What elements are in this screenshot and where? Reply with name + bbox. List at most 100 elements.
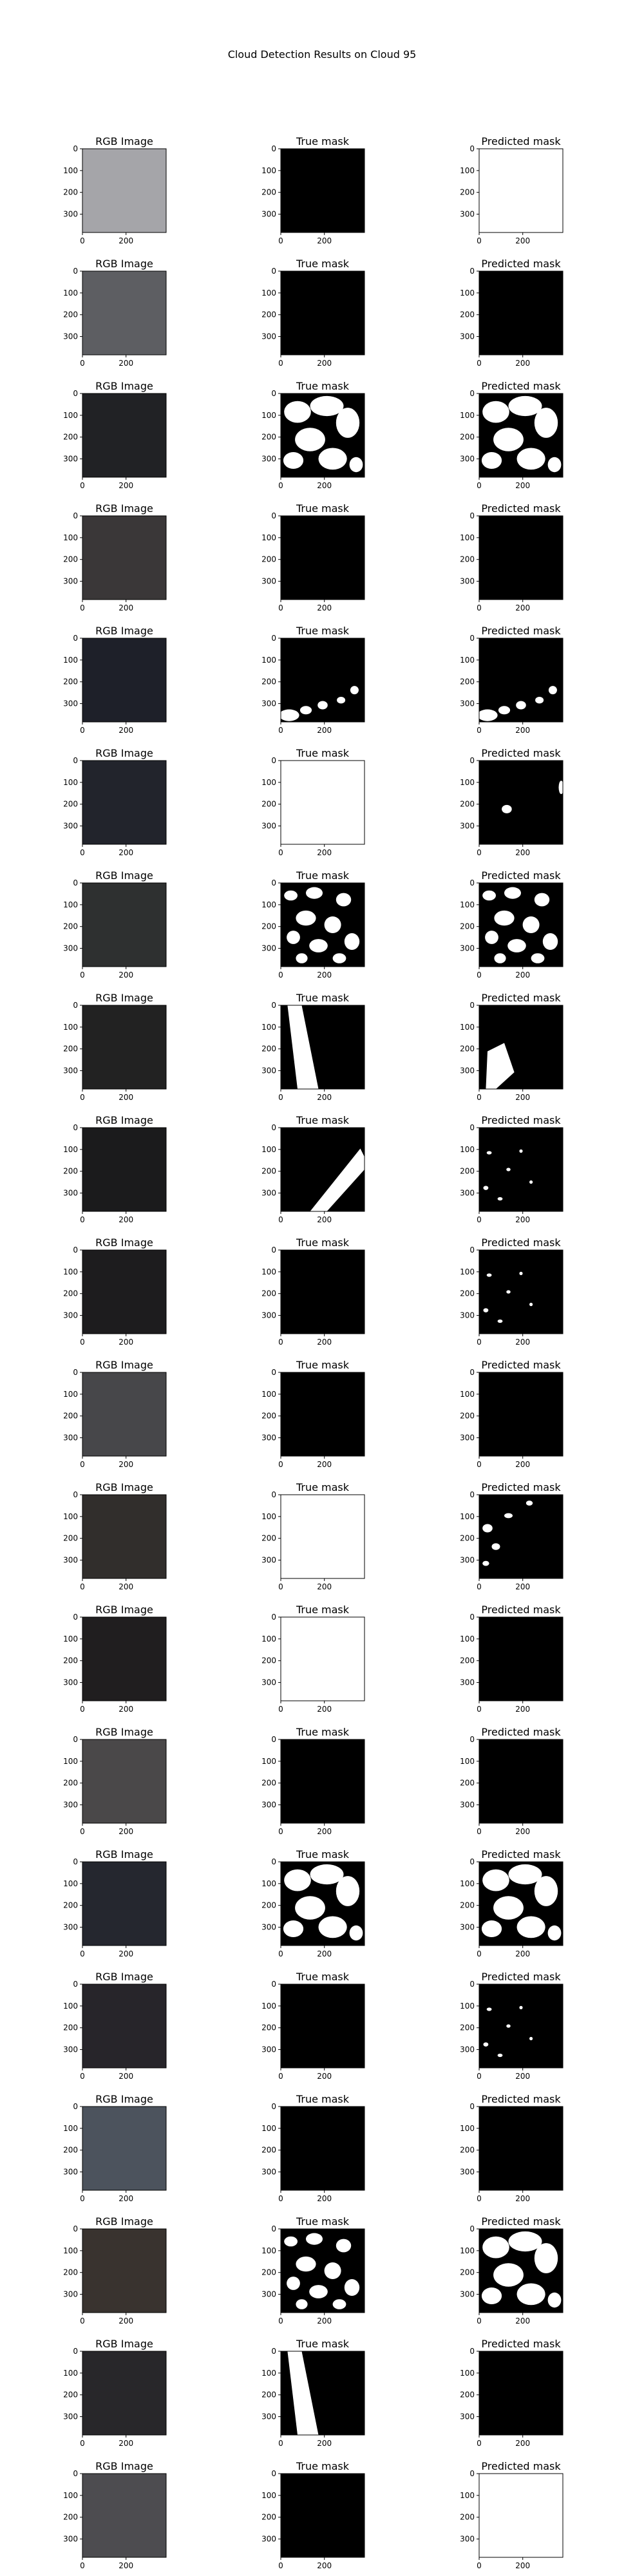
panel-rgb-row-8: RGB Image 0 100 200 300 0 200 — [63, 992, 167, 1102]
y-tick-label: 0 — [271, 1123, 276, 1132]
panel-frame — [478, 393, 564, 478]
panel-rgb-row-3: RGB Image 0 100 200 300 0 200 — [63, 380, 167, 490]
mask-background — [479, 271, 563, 355]
panel-title: RGB Image — [95, 1971, 153, 1983]
x-tick-label: 200 — [118, 1460, 133, 1469]
figure-title: Cloud Detection Results on Cloud 95 — [228, 48, 417, 61]
x-tick-label: 200 — [118, 1949, 133, 1958]
y-tick-label: 200 — [261, 555, 276, 564]
panel-title: Predicted mask — [481, 1848, 561, 1861]
panel-frame — [478, 760, 564, 845]
cloud-region — [486, 1151, 492, 1155]
y-tick-label: 300 — [63, 1066, 78, 1075]
rgb-image — [82, 638, 166, 722]
cloud-region — [534, 893, 550, 907]
panel-rgb-row-13: RGB Image 0 100 200 300 0 200 — [63, 1604, 167, 1714]
y-tick-label: 300 — [261, 2412, 276, 2421]
cloud-region — [324, 916, 341, 933]
panel-frame — [280, 2106, 365, 2191]
y-tick-label: 200 — [460, 800, 475, 809]
y-tick-label: 300 — [63, 1556, 78, 1565]
y-tick-label: 200 — [261, 1167, 276, 1176]
x-tick-label: 200 — [118, 1705, 133, 1714]
panel-pred-row-19: Predicted mask 0 100 200 300 0 200 — [460, 2338, 564, 2448]
y-tick-label: 100 — [261, 1267, 276, 1276]
mask-background — [281, 149, 365, 232]
panel-frame — [280, 882, 365, 967]
panel-frame — [82, 1984, 167, 2069]
cloud-region — [529, 1302, 533, 1307]
y-tick-label: 100 — [261, 1390, 276, 1399]
y-tick-label: 300 — [63, 210, 78, 219]
panel-rgb-row-10: RGB Image 0 100 200 300 0 200 — [63, 1236, 167, 1347]
panel-title: RGB Image — [95, 2215, 153, 2228]
x-tick-label: 200 — [317, 481, 332, 490]
x-tick-label: 0 — [278, 481, 283, 490]
y-tick-label: 200 — [63, 2023, 78, 2032]
cloud-region — [310, 1864, 344, 1885]
x-tick-label: 200 — [317, 1215, 332, 1224]
x-tick-label: 0 — [477, 1093, 482, 1102]
panel-frame — [82, 1494, 167, 1579]
panel-frame — [478, 1494, 564, 1579]
panel-frame — [280, 2228, 365, 2313]
panel-frame — [478, 2106, 564, 2191]
cloud-region — [283, 1920, 304, 1937]
x-tick-label: 200 — [515, 1093, 530, 1102]
panel-title: RGB Image — [95, 2338, 153, 2350]
cloud-region — [296, 2299, 308, 2309]
mask-background — [479, 516, 563, 600]
rgb-image — [82, 2229, 166, 2313]
panel-frame — [280, 638, 365, 723]
y-tick-label: 300 — [460, 944, 475, 953]
x-tick-label: 200 — [118, 1215, 133, 1224]
x-tick-label: 0 — [477, 1338, 482, 1347]
x-tick-label: 0 — [278, 2439, 283, 2448]
panel-rgb-row-4: RGB Image 0 100 200 300 0 200 — [63, 502, 167, 612]
y-tick-label: 200 — [63, 188, 78, 197]
y-tick-label: 0 — [271, 756, 276, 765]
cloud-region — [519, 2005, 523, 2009]
y-tick-label: 0 — [469, 267, 475, 276]
cloud-region — [493, 1896, 524, 1920]
cloud-region — [281, 1495, 365, 1578]
rgb-image — [82, 761, 166, 844]
panel-frame — [280, 1494, 365, 1579]
cloud-region — [519, 1149, 523, 1153]
x-tick-label: 200 — [515, 1338, 530, 1347]
x-tick-label: 0 — [477, 1460, 482, 1469]
y-tick-label: 100 — [261, 2124, 276, 2133]
y-tick-label: 200 — [261, 800, 276, 809]
y-tick-label: 200 — [460, 555, 475, 564]
cloud-region — [547, 1925, 562, 1941]
cloud-region — [493, 2263, 524, 2287]
y-tick-label: 300 — [261, 1923, 276, 1932]
panel-title: RGB Image — [95, 1604, 153, 1616]
panel-true-row-20: True mask 0 100 200 300 0 200 — [261, 2460, 365, 2570]
cloud-region — [504, 887, 521, 899]
cloud-region — [486, 1043, 515, 1089]
y-tick-label: 300 — [261, 1311, 276, 1320]
y-tick-label: 0 — [73, 389, 78, 398]
panel-true-row-11: True mask 0 100 200 300 0 200 — [261, 1359, 365, 1469]
x-tick-label: 200 — [118, 1827, 133, 1836]
y-tick-label: 200 — [63, 1045, 78, 1054]
x-tick-label: 200 — [317, 1582, 332, 1591]
y-tick-label: 0 — [73, 1735, 78, 1744]
x-tick-label: 200 — [515, 2439, 530, 2448]
panel-frame — [478, 515, 564, 600]
y-tick-label: 200 — [63, 922, 78, 931]
panel-title: True mask — [296, 1848, 350, 1861]
cloud-region — [482, 2236, 509, 2259]
y-tick-label: 200 — [460, 1289, 475, 1298]
x-tick-label: 200 — [317, 1460, 332, 1469]
y-tick-label: 200 — [460, 2513, 475, 2522]
y-tick-label: 100 — [63, 1390, 78, 1399]
panel-frame — [82, 1739, 167, 1824]
y-tick-label: 100 — [261, 2369, 276, 2378]
y-tick-label: 200 — [460, 1412, 475, 1421]
x-tick-label: 200 — [515, 848, 530, 857]
x-tick-label: 0 — [80, 2194, 85, 2203]
panel-frame — [478, 148, 564, 233]
cloud-region — [516, 2283, 545, 2306]
